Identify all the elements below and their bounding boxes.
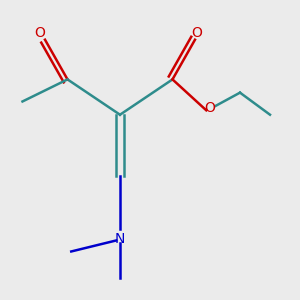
Text: N: N: [115, 232, 125, 246]
Text: O: O: [191, 26, 202, 40]
Text: O: O: [205, 101, 215, 115]
Text: O: O: [34, 26, 45, 40]
